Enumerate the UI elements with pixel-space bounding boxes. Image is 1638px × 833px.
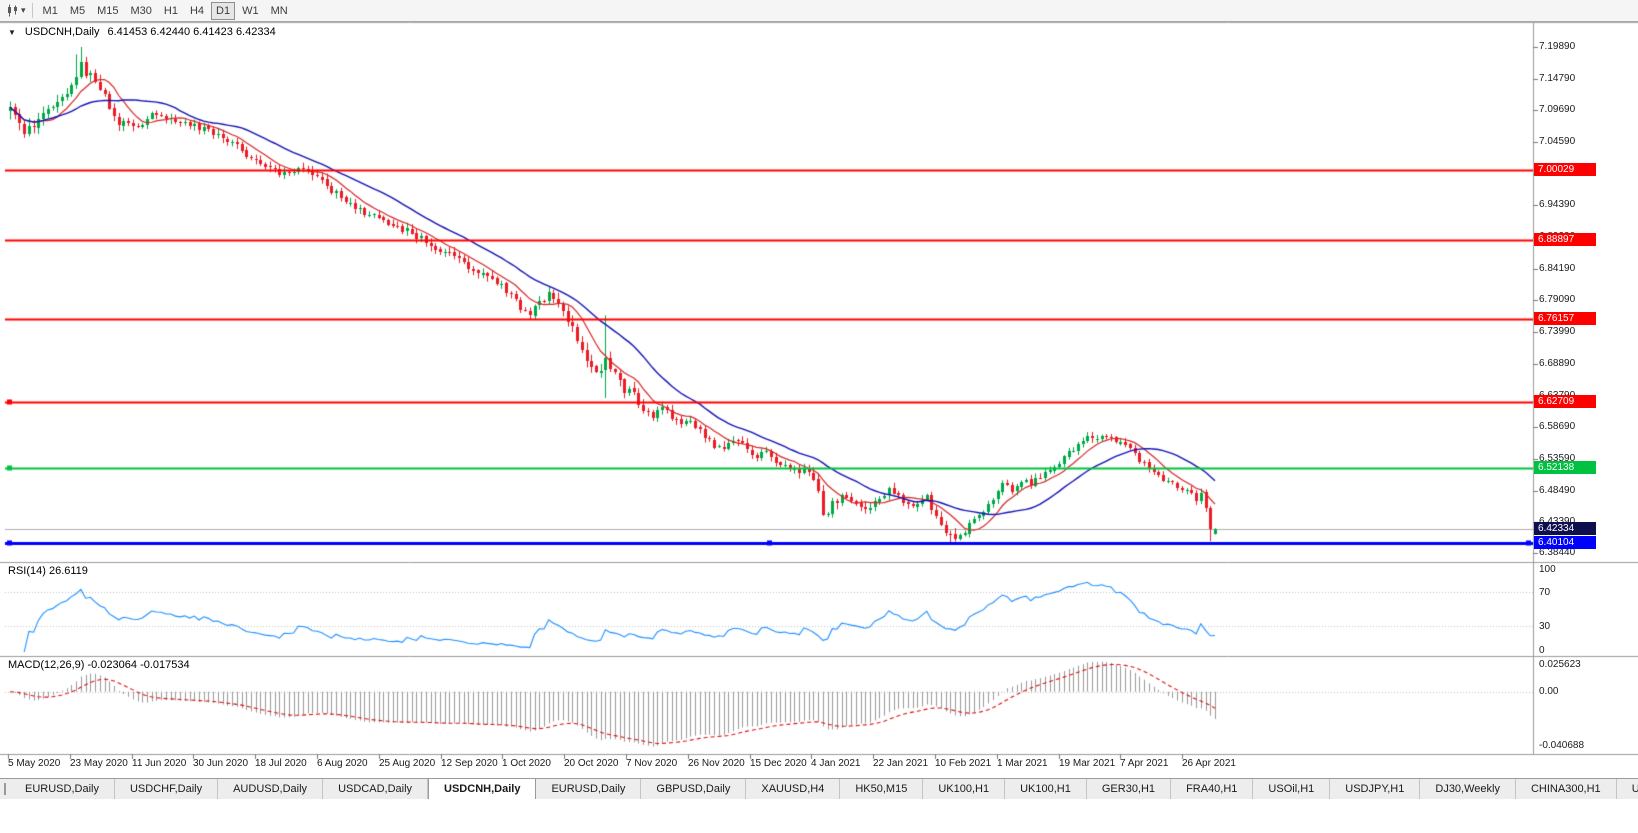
chart-tab-fra40-h1[interactable]: FRA40,H1 [1171,779,1254,799]
current-price-tag: 6.42334 [1534,522,1596,535]
chart-tab-usdjpy-h1[interactable]: USDJPY,H1 [1330,779,1421,799]
chart-tab-china300-h1[interactable]: CHINA300,H1 [1515,779,1617,799]
price-axis-label: 6.68890 [1539,358,1576,369]
price-axis-label: 6.38440 [1539,547,1576,558]
timeframe-button-h1[interactable]: H1 [163,4,178,17]
time-axis-label: 30 Jun 2020 [193,758,249,769]
timeframe-toolbar: ▾ M1 M5 M15 M30 H1 H4 D1 W1 MN [0,0,1638,22]
chart-tab-hk50-m15[interactable]: HK50,M15 [840,779,924,799]
price-axis-label: 6.73990 [1539,326,1576,337]
macd-axis-label: 0.025623 [1539,659,1581,670]
price-axis-label: 6.58690 [1539,421,1576,432]
price-axis-label: 7.14790 [1539,73,1576,84]
rsi-indicator-label: RSI(14) 26.6119 [8,565,88,577]
time-axis-label: 18 Jul 2020 [255,758,307,769]
chart-tab-eurusd-daily[interactable]: EURUSD,Daily [10,779,115,799]
timeframe-button-m30[interactable]: M30 [130,4,152,17]
chart-tab-uk100-h1[interactable]: UK100,H1 [1005,779,1087,799]
chart-tab-dj30-weekly[interactable]: DJ30,Weekly [1420,779,1516,799]
rsi-axis-label: 30 [1539,621,1551,632]
rsi-axis-label: 0 [1539,645,1545,656]
price-axis-label: 6.43390 [1539,516,1575,527]
time-axis-label: 19 Mar 2021 [1059,758,1116,769]
time-axis-label: 1 Oct 2020 [502,758,551,769]
price-line-tag: 6.88897 [1534,233,1596,246]
time-axis-label: 4 Jan 2021 [811,758,861,769]
chart-tab-usdchf-daily[interactable]: USDCHF,Daily [114,779,219,799]
time-axis-label: 6 Aug 2020 [317,758,368,769]
chart-symbol-period: USDCNH,Daily [24,26,100,38]
price-axis-label: 7.04590 [1539,136,1576,147]
time-axis-label: 1 Mar 2021 [997,758,1048,769]
price-axis-label: 6.79090 [1539,294,1576,305]
price-line-tag: 6.76157 [1534,312,1596,325]
price-line-tag: 6.62709 [1534,395,1596,408]
price-line-tag: 7.00029 [1534,163,1596,176]
time-axis-label: 5 May 2020 [8,758,61,769]
timeframe-button-m15[interactable]: M15 [97,4,119,17]
chart-tab-eurusd-daily[interactable]: EURUSD,Daily [536,779,642,799]
time-axis-label: 7 Nov 2020 [626,758,678,769]
time-axis-label: 11 Jun 2020 [132,758,187,769]
tabs-container: EURUSD,Daily USDCHF,Daily AUDUSD,Daily USDC… [10,779,1638,799]
timeframe-button-m5[interactable]: M5 [69,4,86,17]
macd-axis-label: 0.00 [1539,686,1559,697]
toolbar-separator [31,3,33,18]
chart-tab-gbpusd-daily[interactable]: GBPUSD,Daily [641,779,747,799]
time-axis-label: 26 Nov 2020 [688,758,745,769]
time-axis-label: 23 May 2020 [70,758,128,769]
price-axis-label: 6.84190 [1539,263,1576,274]
time-axis-label: 15 Dec 2020 [750,758,807,769]
chart-type-icon[interactable] [6,4,20,17]
time-axis-label: 25 Aug 2020 [379,758,436,769]
timeframe-button-d1[interactable]: D1 [211,1,236,20]
chart-tab-usdcnh-daily[interactable]: USDCNH,Daily [428,779,537,799]
price-line-tag: 6.52138 [1534,461,1596,474]
timeframe-button-w1[interactable]: W1 [242,4,259,17]
chart-tab-usoil-h1[interactable]: USOil,H1 [1253,779,1331,799]
price-axis-label: 6.48490 [1539,485,1576,496]
chart-ohlc-values: 6.41453 6.42440 6.41423 6.42334 [107,26,276,38]
collapse-chart-icon[interactable]: ▼ [8,27,16,37]
chart-title: ▼ USDCNH,Daily 6.41453 6.42440 6.41423 6… [8,26,276,38]
rsi-axis-label: 100 [1539,564,1556,575]
price-axis-label: 7.09690 [1539,104,1576,115]
chart-tab-usdcad-daily[interactable]: USDCAD,Daily [323,779,429,799]
time-axis-label: 26 Apr 2021 [1182,758,1236,769]
chart-tabs-bar: EURUSD,Daily USDCHF,Daily AUDUSD,Daily USDC… [0,778,1638,799]
rsi-axis-label: 70 [1539,587,1551,598]
price-line-tag: 6.40104 [1534,536,1596,549]
tab-list-icon[interactable] [4,783,6,795]
macd-indicator-label: MACD(12,26,9) -0.023064 -0.017534 [8,659,190,671]
price-axis-label: 6.53590 [1539,453,1576,464]
time-axis-label: 20 Oct 2020 [564,758,619,769]
timeframe-button-m1[interactable]: M1 [42,4,58,17]
time-axis-label: 10 Feb 2021 [935,758,992,769]
timeframe-button-h4[interactable]: H4 [189,4,205,17]
time-axis-label: 22 Jan 2021 [873,758,929,769]
chart-tab-ger30-h1[interactable]: GER30,H1 [1086,779,1172,799]
price-axis-label: 7.19890 [1539,41,1576,52]
time-axis-label: 12 Sep 2020 [441,758,498,769]
time-axis-label: 7 Apr 2021 [1120,758,1169,769]
timeframe-button-mn[interactable]: MN [270,4,288,17]
chart-tab-xauusd-h4[interactable]: XAUUSD,H4 [746,779,841,799]
chart-tab-uk100-h1[interactable]: UK100,H1 [923,779,1006,799]
chart-tab-audusd-daily[interactable]: AUDUSD,Daily [218,779,324,799]
price-axis-label: 6.94390 [1539,199,1576,210]
toolbar-dropdown-icon[interactable]: ▾ [21,5,26,15]
chart-tab-usc[interactable]: USC [1616,779,1638,799]
macd-axis-label: -0.040688 [1539,740,1585,751]
timeframe-buttons: M1 M5 M15 M30 H1 H4 D1 W1 MN [38,1,293,20]
